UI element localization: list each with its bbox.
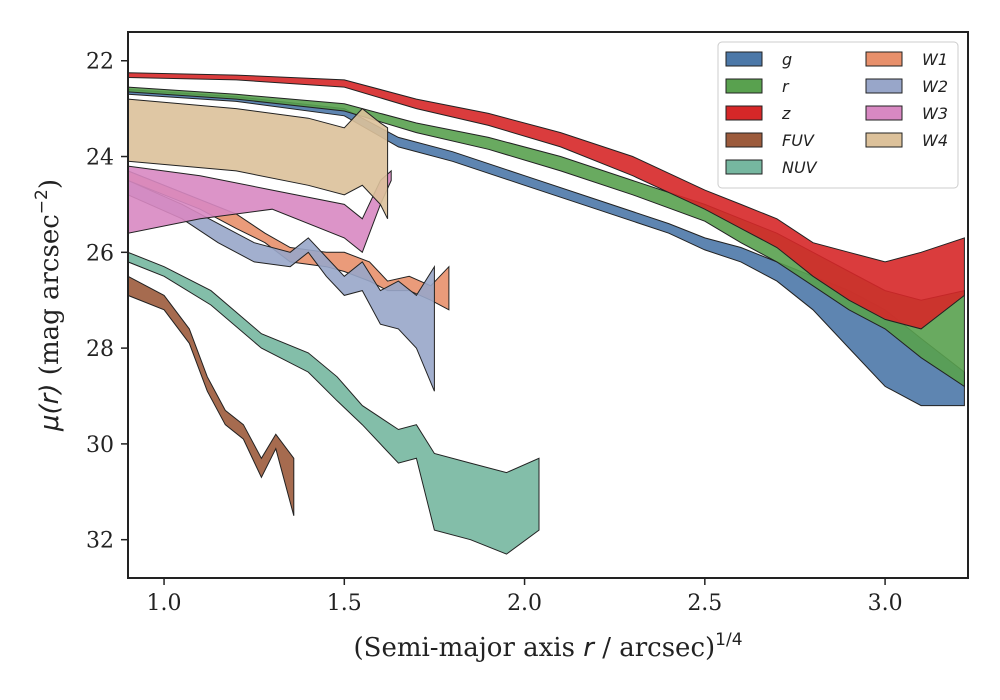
legend-swatch-w2	[865, 78, 903, 94]
legend-label-w1: W1	[922, 50, 948, 69]
x-tick-label: 2.0	[507, 591, 542, 616]
legend-label-fuv: FUV	[782, 131, 815, 150]
legend-label-w4: W4	[922, 131, 948, 150]
legend-swatch-w1	[865, 51, 903, 67]
y-tick-label: 32	[86, 529, 114, 554]
y-tick-label: 30	[86, 433, 114, 458]
y-tick-label: 26	[86, 241, 114, 266]
series-band-w4	[128, 98, 389, 220]
legend-label-w3: W3	[922, 104, 948, 123]
legend-swatch-nuv	[725, 159, 763, 175]
x-axis-label: (Semi-major axis r / arcsec)1/4	[353, 630, 742, 663]
legend-swatch-z	[725, 105, 763, 121]
legend-swatch-w4	[865, 132, 903, 148]
legend-swatch-w3	[865, 105, 903, 121]
legend-label-z: z	[781, 104, 791, 123]
series-band-r	[128, 86, 965, 388]
x-axis-ticks: 1.0 1.5 2.0 2.5 3.0	[147, 578, 903, 616]
plot-frame	[127, 31, 969, 579]
y-tick-label: 24	[86, 146, 114, 171]
series-band-w2	[128, 179, 435, 392]
legend-swatch-r	[725, 78, 763, 94]
x-tick-label: 1.0	[147, 591, 182, 616]
series-band-z	[128, 72, 965, 330]
legend-label-nuv: NUV	[782, 158, 818, 177]
y-axis-ticks: 22 24 26 28 30 32	[86, 50, 128, 554]
series-band-fuv	[128, 275, 295, 516]
legend-label-w2: W2	[922, 77, 948, 96]
x-tick-label: 2.5	[687, 591, 722, 616]
series-band-nuv	[128, 251, 540, 555]
y-tick-label: 28	[86, 337, 114, 362]
legend: grz FUV NUV W1 W2 W3 W4	[717, 41, 959, 189]
legend-swatch-fuv	[725, 132, 763, 148]
x-tick-label: 1.5	[327, 591, 362, 616]
legend-label-r: r	[782, 77, 790, 96]
series-band-w3	[128, 165, 392, 254]
legend-swatch-g	[725, 51, 763, 67]
y-axis-label: μ(r) (mag arcsec−2)	[32, 179, 65, 432]
series-band-g	[128, 88, 965, 407]
legend-label-g: g	[782, 50, 792, 69]
x-tick-label: 3.0	[868, 591, 903, 616]
y-tick-label: 22	[86, 50, 114, 75]
plot-area	[128, 72, 965, 555]
